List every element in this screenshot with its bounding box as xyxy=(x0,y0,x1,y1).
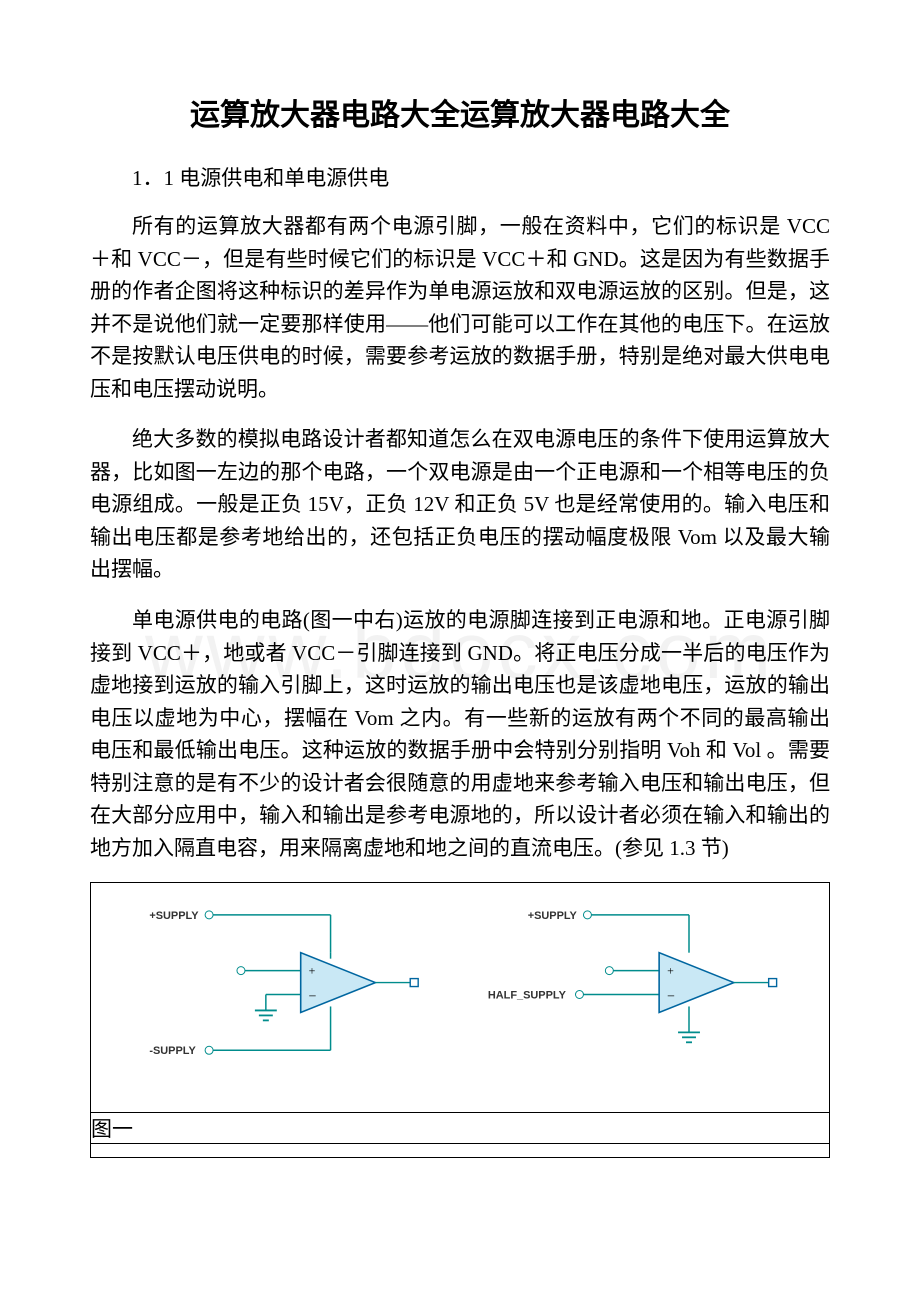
terminal xyxy=(237,967,245,975)
figure-table: +SUPPLY + xyxy=(90,882,830,1158)
minus-sign: − xyxy=(309,990,317,1005)
out-box xyxy=(769,979,777,987)
terminal xyxy=(205,911,213,919)
label-minus-supply: -SUPPLY xyxy=(149,1046,196,1058)
plus-sign: + xyxy=(309,964,316,978)
terminal xyxy=(583,911,591,919)
page-title: 运算放大器电路大全运算放大器电路大全 xyxy=(90,90,830,134)
left-circuit: +SUPPLY + xyxy=(149,910,418,1057)
paragraph-3: 单电源供电的电路(图一中右)运放的电源脚连接到正电源和地。正电源引脚接到 VCC… xyxy=(90,604,830,864)
section-heading: 1．1 电源供电和单电源供电 xyxy=(90,162,830,192)
minus-sign: − xyxy=(667,990,675,1005)
terminal xyxy=(605,967,613,975)
out-box xyxy=(410,979,418,987)
paragraph-1: 所有的运算放大器都有两个电源引脚，一般在资料中，它们的标识是 VCC＋和 VCC… xyxy=(90,210,830,405)
terminal xyxy=(575,991,583,999)
figure-cell: +SUPPLY + xyxy=(91,883,830,1113)
figure-caption: 图一 xyxy=(91,1113,830,1144)
empty-row xyxy=(91,1144,830,1158)
terminal xyxy=(205,1047,213,1055)
label-plus-supply-right: +SUPPLY xyxy=(528,910,578,922)
label-half-supply: HALF_SUPPLY xyxy=(488,990,567,1002)
paragraph-2: 绝大多数的模拟电路设计者都知道怎么在双电源电压的条件下使用运算放大器，比如图一左… xyxy=(90,423,830,586)
plus-sign: + xyxy=(667,964,674,978)
label-plus-supply-left: +SUPPLY xyxy=(149,910,199,922)
opamp-diagram: +SUPPLY + xyxy=(91,883,829,1112)
right-circuit: +SUPPLY HALF_SUPPLY + − xyxy=(488,910,777,1042)
